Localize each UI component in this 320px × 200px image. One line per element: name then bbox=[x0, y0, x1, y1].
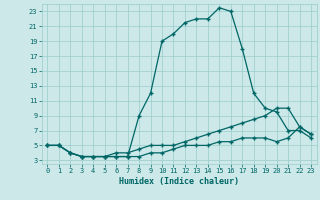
X-axis label: Humidex (Indice chaleur): Humidex (Indice chaleur) bbox=[119, 177, 239, 186]
